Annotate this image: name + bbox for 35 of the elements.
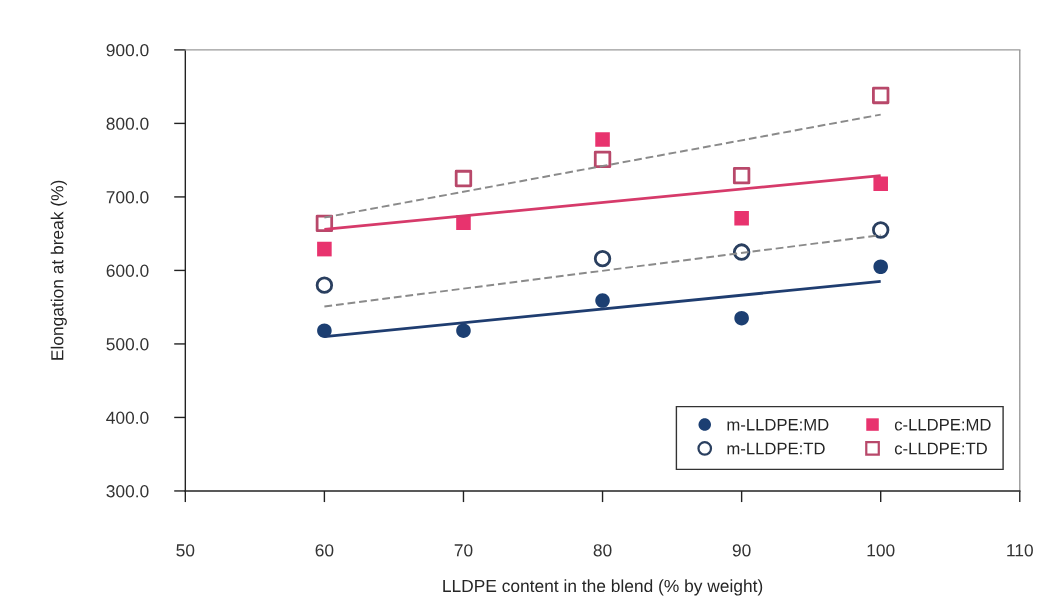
point — [734, 210, 749, 226]
point — [872, 221, 890, 239]
point — [593, 150, 612, 169]
point — [734, 310, 749, 326]
x-axis-title: LLDPE content in the blend (% by weight) — [443, 579, 763, 596]
point — [454, 169, 473, 188]
x-tick-label: 110 — [1007, 544, 1033, 557]
y-tick-label: 500.0 — [106, 338, 149, 351]
legend-label: c-LLDPE:MD — [894, 418, 991, 431]
y-tick-label: 900.0 — [106, 44, 149, 57]
point — [593, 249, 612, 268]
y-tick-label: 400.0 — [106, 411, 149, 424]
x-tick-label: 70 — [454, 544, 473, 557]
point — [873, 176, 888, 191]
legend-label: m-LLDPE:TD — [727, 442, 825, 455]
point — [872, 86, 890, 105]
x-tick-label: 60 — [315, 544, 334, 557]
x-tick-label: 50 — [176, 544, 195, 557]
y-tick-label: 800.0 — [106, 117, 149, 130]
point — [873, 259, 888, 275]
point — [315, 276, 334, 294]
point — [317, 241, 332, 257]
point — [595, 132, 610, 147]
legend-label: c-LLDPE:TD — [894, 442, 987, 455]
point — [732, 166, 751, 185]
legend-label: m-LLDPE:MD — [727, 418, 829, 431]
x-tick-label: 80 — [593, 544, 612, 557]
y-axis-title: Elongation at break (%) — [50, 180, 67, 360]
point — [595, 293, 610, 308]
point — [456, 323, 471, 338]
x-tick-label: 90 — [732, 544, 751, 557]
y-tick-label: 700.0 — [106, 191, 149, 204]
y-tick-label: 300.0 — [106, 485, 149, 498]
y-tick-label: 600.0 — [106, 264, 149, 277]
x-tick-label: 100 — [867, 544, 895, 557]
